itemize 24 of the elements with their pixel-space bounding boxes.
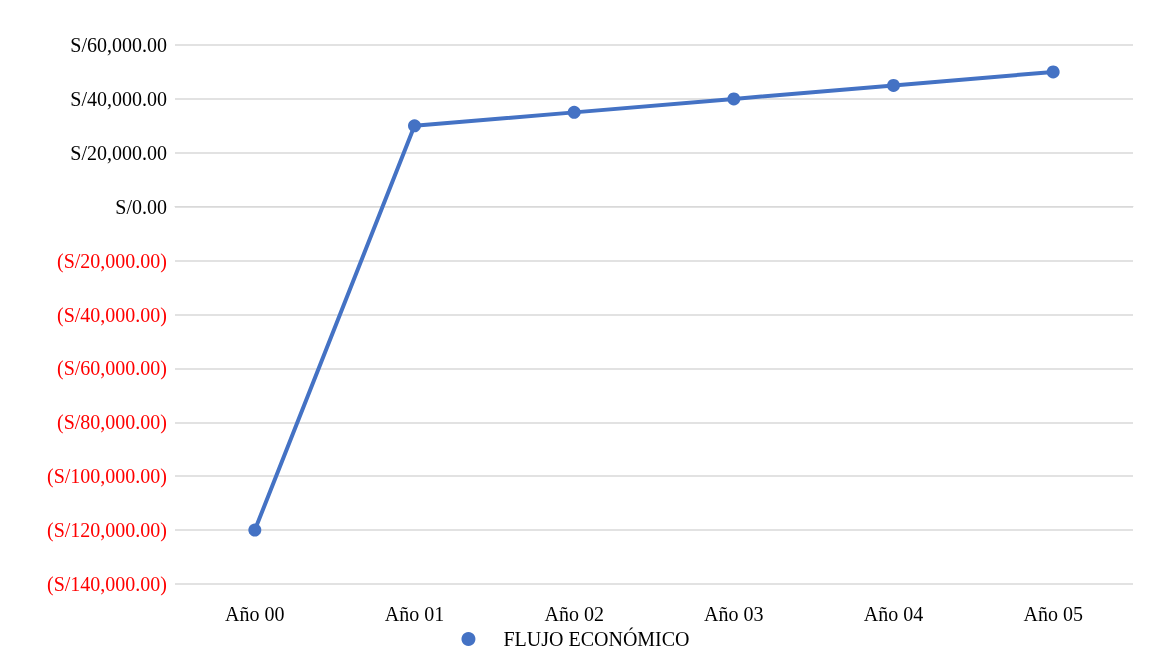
legend-label: FLUJO ECONÓMICO [503, 627, 690, 650]
y-tick-label: S/60,000.00 [70, 34, 167, 56]
point [1046, 65, 1060, 79]
y-tick-label: (S/40,000.00) [57, 303, 167, 327]
point [887, 78, 900, 92]
point [408, 119, 421, 133]
y-tick-label: S/20,000.00 [70, 141, 167, 164]
x-tick-label: Año 01 [384, 603, 445, 625]
y-tick-label: (S/100,000.00) [47, 465, 167, 489]
y-tick-label: S/0.00 [115, 195, 167, 218]
y-tick-label: S/40,000.00 [70, 87, 167, 110]
y-tick-label: (S/120,000.00) [47, 519, 167, 543]
x-tick-label: Año 03 [704, 603, 764, 625]
point [727, 92, 741, 106]
x-tick-label: Año 05 [1023, 603, 1083, 625]
y-tick-label: (S/80,000.00) [57, 411, 167, 435]
x-tick-label: Año 02 [544, 603, 604, 625]
x-tick-label: Año 00 [225, 603, 285, 625]
point [248, 523, 262, 537]
y-tick-label: (S/140,000.00) [47, 573, 167, 596]
point [567, 105, 581, 119]
y-tick-label: (S/60,000.00) [57, 357, 167, 381]
y-tick-label: (S/20,000.00) [57, 249, 167, 273]
x-tick-label: Año 04 [863, 603, 924, 625]
